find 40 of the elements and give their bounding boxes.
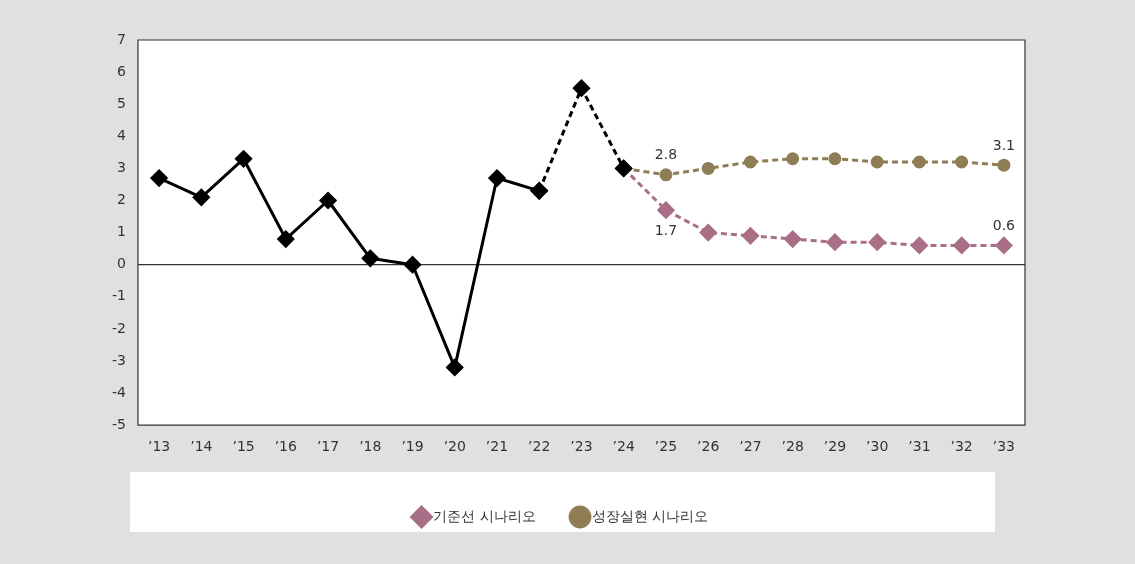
- x-tick-label: ’30: [866, 438, 889, 455]
- y-tick-label: 0: [117, 255, 126, 272]
- legend-label: 성장실현 시나리오: [591, 507, 708, 524]
- x-tick-label: ’25: [654, 438, 678, 455]
- x-tick-label: ’31: [908, 438, 931, 455]
- y-tick-label: 2: [117, 191, 126, 208]
- y-tick-label: 7: [117, 30, 126, 47]
- x-tick-label: ’27: [739, 438, 762, 455]
- y-tick-label: 3: [117, 159, 126, 176]
- x-tick-label: ’23: [570, 438, 593, 455]
- x-tick-label: ’20: [443, 438, 466, 455]
- x-tick-label: ’13: [147, 438, 171, 455]
- x-tick-label: ’29: [823, 438, 847, 455]
- x-tick-label: ’32: [950, 438, 973, 455]
- y-tick-label: -2: [111, 319, 126, 336]
- x-tick-label: ’17: [316, 438, 340, 455]
- data-label: 2.8: [654, 146, 678, 163]
- y-tick-label: -4: [111, 383, 127, 400]
- x-tick-label: ’24: [612, 438, 635, 455]
- legend-label: 기준선 시나리오: [433, 507, 536, 524]
- x-tick-label: ’22: [528, 438, 551, 455]
- y-tick-label: -3: [111, 351, 126, 368]
- x-tick-label: ’21: [485, 438, 509, 455]
- x-tick-label: ’19: [401, 438, 424, 455]
- y-tick-label: 6: [117, 62, 127, 79]
- data-label: 0.6: [992, 217, 1016, 234]
- data-label: 3.1: [992, 136, 1016, 153]
- x-tick-label: ’28: [781, 438, 804, 455]
- y-tick-label: 1: [117, 223, 126, 240]
- x-tick-label: ’15: [232, 438, 255, 455]
- x-tick-label: ’16: [274, 438, 298, 455]
- y-tick-label: 4: [117, 126, 127, 143]
- data-label: 1.7: [654, 221, 678, 238]
- y-tick-label: 5: [117, 94, 126, 111]
- y-tick-label: -1: [111, 287, 126, 304]
- y-tick-label: -5: [111, 415, 126, 432]
- x-tick-label: ’14: [190, 438, 213, 455]
- x-tick-label: ’18: [359, 438, 382, 455]
- x-tick-label: ’26: [697, 438, 720, 455]
- x-tick-label: ’33: [992, 438, 1016, 455]
